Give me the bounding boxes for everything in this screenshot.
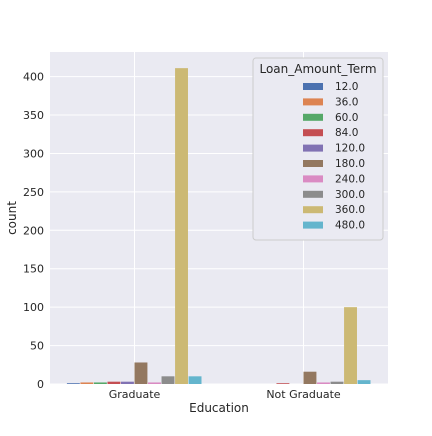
bar-360-0-graduate <box>175 68 188 384</box>
legend-swatch <box>303 83 323 90</box>
legend-entry-label: 240.0 <box>335 173 365 185</box>
x-tick-label: Not Graduate <box>266 388 341 401</box>
y-tick-label: 300 <box>23 147 44 160</box>
bar-240-0-not-graduate <box>317 382 330 384</box>
bar-36-0-graduate <box>80 382 94 384</box>
legend-swatch <box>303 160 323 167</box>
y-tick-label: 100 <box>23 301 44 314</box>
legend-entry-label: 360.0 <box>335 204 365 216</box>
bar-300-0-not-graduate <box>330 381 344 384</box>
legend-entry-label: 120.0 <box>335 143 365 155</box>
bar-360-0-not-graduate <box>344 307 357 384</box>
legend-entry-label: 36.0 <box>335 96 358 108</box>
bar-480-0-graduate <box>188 376 202 384</box>
bar-60-0-graduate <box>93 382 107 384</box>
bar-300-0-graduate <box>161 376 175 384</box>
legend-entry-label: 480.0 <box>335 220 365 232</box>
legend-entry-label: 84.0 <box>335 127 358 139</box>
legend-swatch <box>303 190 323 198</box>
legend-swatch <box>303 144 323 152</box>
bar-120-0-graduate <box>120 381 134 384</box>
y-tick-label: 400 <box>23 71 44 84</box>
bar-480-0-not-graduate <box>357 380 371 384</box>
legend-swatch <box>303 221 323 229</box>
bar-84-0-graduate <box>107 381 121 384</box>
y-axis-label: count <box>5 201 19 235</box>
legend-title: Loan_Amount_Term <box>259 62 376 76</box>
y-tick-label: 200 <box>23 224 44 237</box>
bar-12-0-graduate <box>66 383 80 384</box>
y-tick-label: 50 <box>30 340 44 353</box>
legend-entry-label: 300.0 <box>335 189 365 201</box>
legend-entry-label: 180.0 <box>335 158 365 170</box>
x-tick-label: Graduate <box>109 388 161 401</box>
legend-swatch <box>303 113 323 121</box>
bar-240-0-graduate <box>148 382 161 384</box>
y-tick-label: 250 <box>23 186 44 199</box>
x-axis-label: Education <box>189 401 249 415</box>
legend-swatch <box>303 98 323 106</box>
legend-swatch <box>303 175 323 183</box>
bar-180-0-graduate <box>134 362 148 384</box>
legend-entry-label: 60.0 <box>335 112 358 124</box>
bar-84-0-not-graduate <box>276 383 290 384</box>
legend-entry-label: 12.0 <box>335 81 358 93</box>
legend-swatch <box>303 129 323 137</box>
bar-180-0-not-graduate <box>303 371 317 384</box>
legend-swatch <box>303 206 323 214</box>
y-tick-label: 350 <box>23 109 44 122</box>
y-tick-label: 150 <box>23 263 44 276</box>
y-tick-label: 0 <box>37 378 44 391</box>
